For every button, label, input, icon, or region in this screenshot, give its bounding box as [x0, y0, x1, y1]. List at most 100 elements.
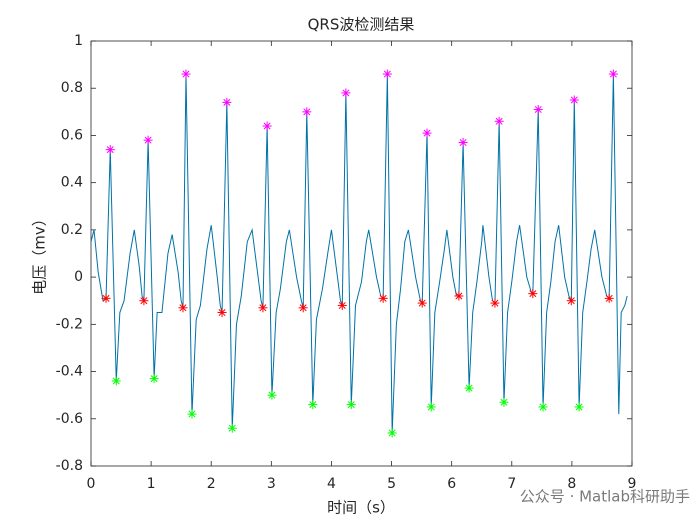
peak-marker [222, 97, 232, 107]
peak-marker [387, 428, 397, 438]
peak-marker [181, 69, 191, 79]
plot-area [90, 40, 633, 467]
marker-stroke [268, 391, 276, 399]
x-tick-label: 7 [507, 476, 516, 492]
marker-stroke [347, 401, 355, 409]
peak-marker [533, 104, 543, 114]
peak-marker [566, 296, 576, 306]
marker-stroke [455, 292, 463, 300]
marker-stroke [102, 294, 110, 302]
y-tick-label: -0.4 [56, 364, 83, 380]
peak-marker [538, 402, 548, 412]
x-tick-label: 5 [387, 476, 396, 492]
marker-stroke [309, 401, 317, 409]
marker-stroke [609, 70, 617, 78]
peak-marker [105, 145, 115, 155]
y-tick-label: -0.8 [56, 458, 83, 474]
peak-marker [227, 423, 237, 433]
peak-marker [569, 95, 579, 105]
peak-marker [187, 409, 197, 419]
watermark: 公众号 · Matlab科研助手 [520, 488, 690, 506]
peak-marker [298, 303, 308, 313]
marker-stroke [388, 429, 396, 437]
marker-stroke [379, 294, 387, 302]
peak-marker [139, 296, 149, 306]
x-tick-label: 8 [567, 476, 576, 492]
peak-marker [490, 298, 500, 308]
marker-stroke [342, 89, 350, 97]
marker-stroke [427, 403, 435, 411]
x-tick-label: 9 [628, 476, 637, 492]
marker-stroke [605, 294, 613, 302]
peak-marker [426, 402, 436, 412]
chart-title: QRS波检测结果 [308, 16, 415, 34]
peak-marker [262, 121, 272, 131]
peak-marker [346, 400, 356, 410]
peak-marker [528, 289, 538, 299]
peak-marker [111, 376, 121, 386]
x-tick-label: 1 [147, 476, 156, 492]
marker-stroke [218, 309, 226, 317]
marker-stroke [534, 105, 542, 113]
peak-marker [604, 293, 614, 303]
marker-stroke [539, 403, 547, 411]
y-tick-label: -0.6 [56, 411, 83, 427]
peak-marker [149, 374, 159, 384]
marker-stroke [418, 299, 426, 307]
peak-marker [217, 308, 227, 318]
marker-stroke [459, 139, 467, 147]
marker-stroke [500, 398, 508, 406]
marker-stroke [570, 96, 578, 104]
marker-stroke [303, 108, 311, 116]
peak-marker [143, 135, 153, 145]
peak-marker [464, 383, 474, 393]
peak-marker [101, 293, 111, 303]
marker-stroke [144, 136, 152, 144]
peak-marker [499, 397, 509, 407]
marker-stroke [228, 424, 236, 432]
marker-stroke [140, 297, 148, 305]
y-tick-label: 0.4 [61, 175, 83, 191]
marker-stroke [491, 299, 499, 307]
y-tick-label: 1 [74, 33, 83, 49]
y-tick-label: 0 [74, 269, 83, 285]
y-tick-label: 0.6 [61, 127, 83, 143]
y-tick-label: 0.8 [61, 80, 83, 96]
x-axis-label: 时间（s） [327, 499, 395, 517]
peak-marker [267, 390, 277, 400]
peak-marker [258, 303, 268, 313]
peak-marker [422, 128, 432, 138]
peak-marker [608, 69, 618, 79]
peak-marker [454, 291, 464, 301]
x-tick-label: 2 [207, 476, 216, 492]
marker-stroke [495, 117, 503, 125]
peak-marker [382, 69, 392, 79]
marker-stroke [106, 146, 114, 154]
marker-stroke [179, 304, 187, 312]
marker-stroke [299, 304, 307, 312]
y-axis-label: 电压（mv） [31, 211, 49, 295]
peak-marker [341, 88, 351, 98]
peak-marker [178, 303, 188, 313]
y-tick-label: -0.2 [56, 316, 83, 332]
peak-marker [494, 116, 504, 126]
marker-stroke [112, 377, 120, 385]
x-tick-label: 0 [87, 476, 96, 492]
marker-stroke [223, 98, 231, 106]
marker-stroke [259, 304, 267, 312]
x-tick-label: 4 [327, 476, 336, 492]
marker-stroke [263, 122, 271, 130]
peak-marker [337, 300, 347, 310]
marker-stroke [423, 129, 431, 137]
x-tick-label: 6 [447, 476, 456, 492]
y-tick-label: 0.2 [61, 222, 83, 238]
marker-stroke [338, 301, 346, 309]
peak-marker [458, 138, 468, 148]
marker-stroke [182, 70, 190, 78]
peak-marker [308, 400, 318, 410]
marker-stroke [383, 70, 391, 78]
peak-marker [574, 402, 584, 412]
marker-stroke [188, 410, 196, 418]
marker-stroke [150, 375, 158, 383]
